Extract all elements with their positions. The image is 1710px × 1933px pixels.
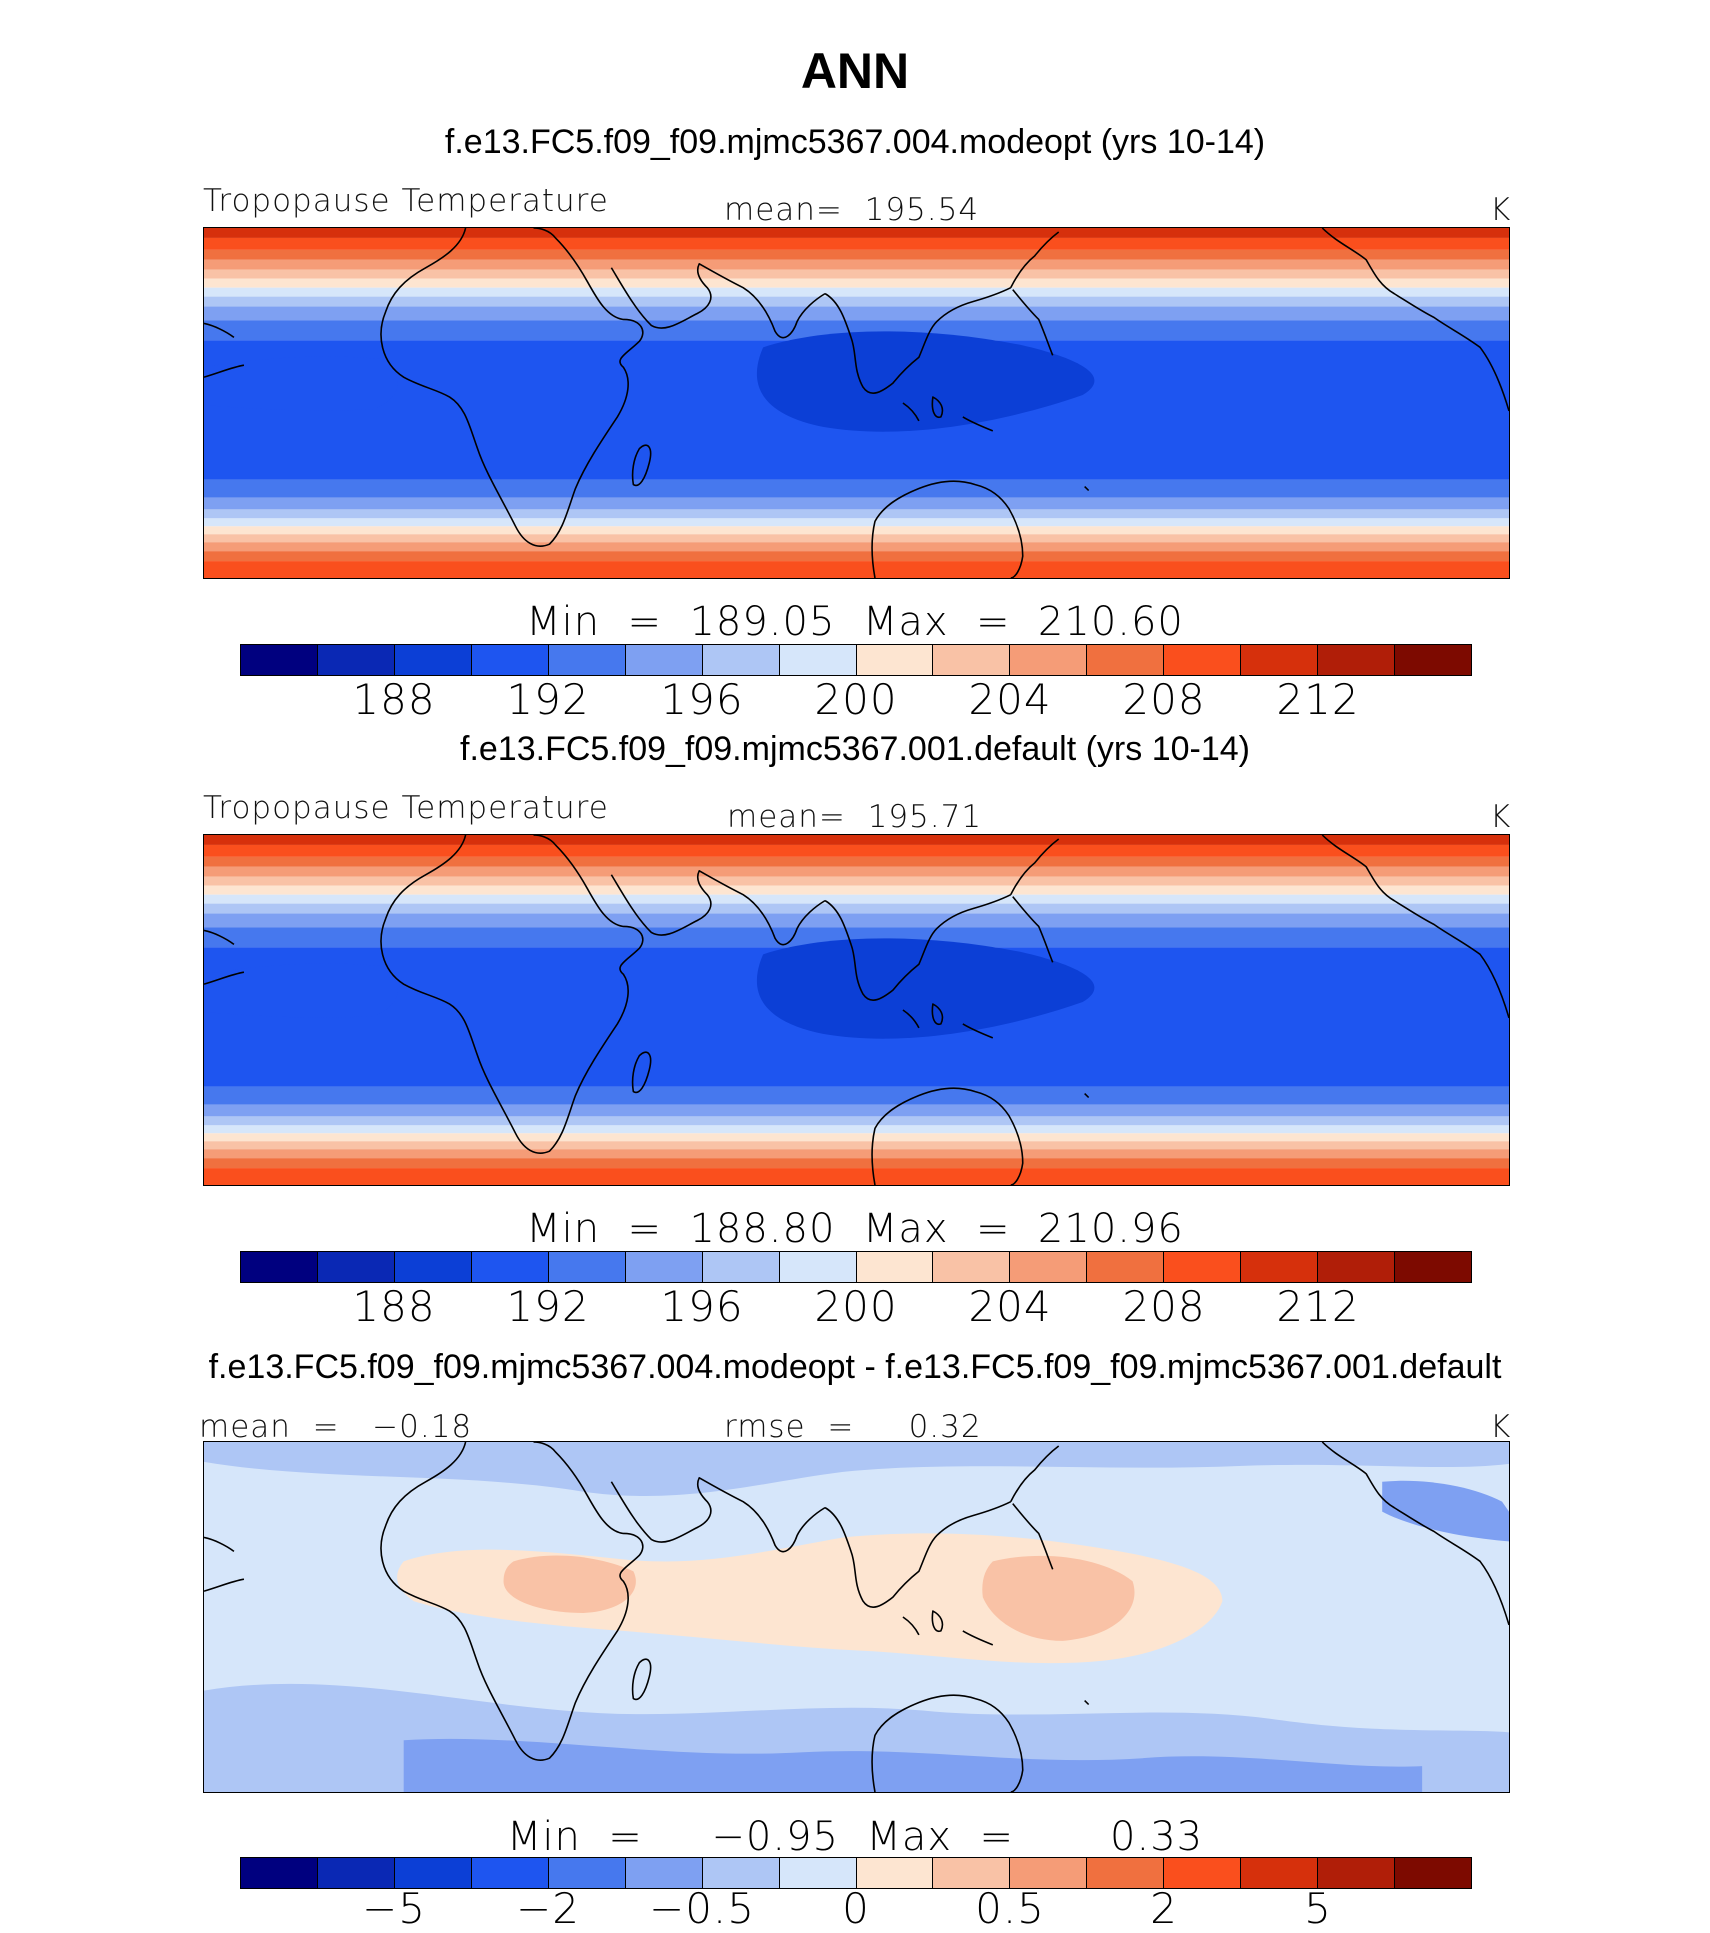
- colorbar-box: [317, 1252, 395, 1282]
- panel-3-colorbar: [240, 1857, 1472, 1889]
- colorbar-tick-label: 0.5: [975, 1884, 1045, 1933]
- colorbar-box: [241, 645, 318, 675]
- colorbar-box: [1241, 1252, 1319, 1282]
- panel-3-contour-map: [204, 1442, 1509, 1792]
- figure-title: ANN: [800, 43, 910, 99]
- panel-3-map: [203, 1441, 1510, 1793]
- colorbar-box: [779, 1252, 857, 1282]
- colorbar-box: [702, 1858, 780, 1888]
- colorbar-box: [779, 1858, 857, 1888]
- colorbar-tick-label: 200: [814, 675, 898, 724]
- colorbar-box: [1318, 1252, 1396, 1282]
- colorbar-tick-label: 0: [842, 1884, 870, 1933]
- colorbar-box: [394, 1252, 472, 1282]
- colorbar-box: [1164, 1858, 1242, 1888]
- panel-2-colorbar: [240, 1251, 1472, 1283]
- colorbar-box: [241, 1858, 318, 1888]
- colorbar-box: [1241, 1858, 1319, 1888]
- colorbar-tick-label: 208: [1122, 675, 1206, 724]
- colorbar-box: [1241, 645, 1319, 675]
- colorbar-box: [1164, 645, 1242, 675]
- panel-2-colorbar-ticks: 188 192 196 200 204 208 212: [0, 1282, 1710, 1332]
- colorbar-tick-label: −2: [516, 1884, 580, 1933]
- panel-2-title: f.e13.FC5.f09_f09.mjmc5367.001.default (…: [460, 730, 1250, 768]
- colorbar-tick-label: 192: [506, 675, 590, 724]
- colorbar-box: [1087, 645, 1165, 675]
- colorbar-box: [702, 645, 780, 675]
- colorbar-tick-label: 208: [1122, 1282, 1206, 1331]
- colorbar-box: [1395, 1858, 1471, 1888]
- colorbar-box: [394, 645, 472, 675]
- panel-3-mean-label: mean = −0.18: [199, 1409, 473, 1445]
- colorbar-box: [241, 1252, 318, 1282]
- panel-3-title: f.e13.FC5.f09_f09.mjmc5367.004.modeopt -…: [208, 1348, 1502, 1386]
- colorbar-box: [394, 1858, 472, 1888]
- panel-3-minmax: Min = −0.95 Max = 0.33: [506, 1814, 1204, 1860]
- panel-2-units-label: K: [1490, 799, 1512, 835]
- panel-3-rmse-label: rmse = 0.32: [724, 1409, 982, 1445]
- panel-2-mean-label: mean= 195.71: [727, 799, 983, 835]
- panel-1-mean-label: mean= 195.54: [724, 192, 980, 228]
- colorbar-box: [1010, 1858, 1088, 1888]
- colorbar-box: [1318, 1858, 1396, 1888]
- colorbar-box: [1010, 1252, 1088, 1282]
- panel-1-title: f.e13.FC5.f09_f09.mjmc5367.004.modeopt (…: [444, 123, 1266, 161]
- colorbar-tick-label: −5: [362, 1884, 426, 1933]
- colorbar-box: [625, 1252, 703, 1282]
- panel-1-variable-label: Tropopause Temperature: [203, 183, 609, 219]
- colorbar-box: [1395, 645, 1471, 675]
- colorbar-tick-label: 5: [1304, 1884, 1332, 1933]
- colorbar-tick-label: 196: [660, 675, 744, 724]
- panel-2-variable-label: Tropopause Temperature: [203, 790, 609, 826]
- colorbar-box: [1087, 1858, 1165, 1888]
- colorbar-box: [779, 645, 857, 675]
- colorbar-tick-label: 188: [352, 675, 436, 724]
- colorbar-tick-label: 212: [1276, 675, 1360, 724]
- colorbar-box: [1010, 645, 1088, 675]
- colorbar-box: [856, 1252, 934, 1282]
- panel-2-minmax: Min = 188.80 Max = 210.96: [526, 1206, 1184, 1252]
- colorbar-tick-label: 188: [352, 1282, 436, 1331]
- colorbar-box: [317, 1858, 395, 1888]
- panel-3-colorbar-ticks: −5 −2 −0.5 0 0.5 2 5: [0, 1884, 1710, 1933]
- colorbar-box: [471, 645, 549, 675]
- colorbar-tick-label: −0.5: [649, 1884, 755, 1933]
- colorbar-tick-label: 2: [1150, 1884, 1178, 1933]
- colorbar-tick-label: 200: [814, 1282, 898, 1331]
- colorbar-box: [856, 1858, 934, 1888]
- colorbar-box: [1087, 1252, 1165, 1282]
- panel-3-units-label: K: [1490, 1409, 1512, 1445]
- colorbar-box: [1395, 1252, 1471, 1282]
- colorbar-box: [702, 1252, 780, 1282]
- colorbar-box: [548, 645, 626, 675]
- colorbar-tick-label: 204: [968, 675, 1052, 724]
- colorbar-box: [625, 645, 703, 675]
- colorbar-box: [317, 645, 395, 675]
- colorbar-box: [548, 1252, 626, 1282]
- panel-2-map: [203, 834, 1510, 1186]
- panel-1-colorbar-ticks: 188 192 196 200 204 208 212: [0, 675, 1710, 725]
- panel-1-contour-map: [204, 228, 1509, 578]
- colorbar-tick-label: 212: [1276, 1282, 1360, 1331]
- panel-1-colorbar: [240, 644, 1472, 676]
- panel-1-map: [203, 227, 1510, 579]
- colorbar-box: [933, 1252, 1011, 1282]
- panel-1-minmax: Min = 189.05 Max = 210.60: [526, 599, 1184, 645]
- colorbar-box: [471, 1252, 549, 1282]
- colorbar-tick-label: 204: [968, 1282, 1052, 1331]
- colorbar-box: [1164, 1252, 1242, 1282]
- colorbar-box: [471, 1858, 549, 1888]
- colorbar-tick-label: 192: [506, 1282, 590, 1331]
- panel-2-contour-map: [204, 835, 1509, 1185]
- colorbar-tick-label: 196: [660, 1282, 744, 1331]
- colorbar-box: [548, 1858, 626, 1888]
- colorbar-box: [625, 1858, 703, 1888]
- colorbar-box: [933, 645, 1011, 675]
- colorbar-box: [856, 645, 934, 675]
- colorbar-box: [933, 1858, 1011, 1888]
- panel-1-units-label: K: [1490, 192, 1512, 228]
- colorbar-box: [1318, 645, 1396, 675]
